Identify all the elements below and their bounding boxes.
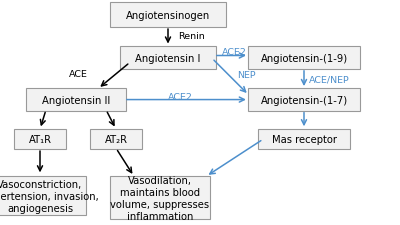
Text: Angiotensin-(1-9): Angiotensin-(1-9): [260, 54, 348, 63]
Text: ACE: ACE: [69, 70, 88, 79]
Text: Angiotensin I: Angiotensin I: [135, 54, 201, 63]
Text: Angiotensinogen: Angiotensinogen: [126, 11, 210, 21]
Text: Angiotensin-(1-7): Angiotensin-(1-7): [260, 95, 348, 105]
FancyBboxPatch shape: [26, 89, 126, 111]
FancyBboxPatch shape: [120, 47, 216, 70]
FancyBboxPatch shape: [14, 129, 66, 150]
Text: Vasodilation,
maintains blood
volume, suppresses
inflammation: Vasodilation, maintains blood volume, su…: [110, 175, 210, 221]
FancyBboxPatch shape: [248, 47, 360, 70]
FancyBboxPatch shape: [110, 3, 226, 28]
Text: AT₂R: AT₂R: [104, 135, 128, 144]
Text: Mas receptor: Mas receptor: [272, 135, 336, 144]
Text: NEP: NEP: [237, 70, 256, 79]
Text: Renin: Renin: [178, 32, 205, 41]
Text: ACE2: ACE2: [168, 92, 193, 101]
Text: AT₁R: AT₁R: [28, 135, 52, 144]
Text: Angiotensin II: Angiotensin II: [42, 95, 110, 105]
Text: ACE2: ACE2: [222, 48, 247, 57]
Text: Vasoconstriction,
hypertension, invasion,
angiogenesis: Vasoconstriction, hypertension, invasion…: [0, 179, 98, 213]
FancyBboxPatch shape: [248, 89, 360, 111]
FancyBboxPatch shape: [110, 177, 210, 219]
Text: ACE/NEP: ACE/NEP: [309, 75, 350, 84]
FancyBboxPatch shape: [90, 129, 142, 150]
FancyBboxPatch shape: [0, 177, 86, 215]
FancyBboxPatch shape: [258, 129, 350, 150]
